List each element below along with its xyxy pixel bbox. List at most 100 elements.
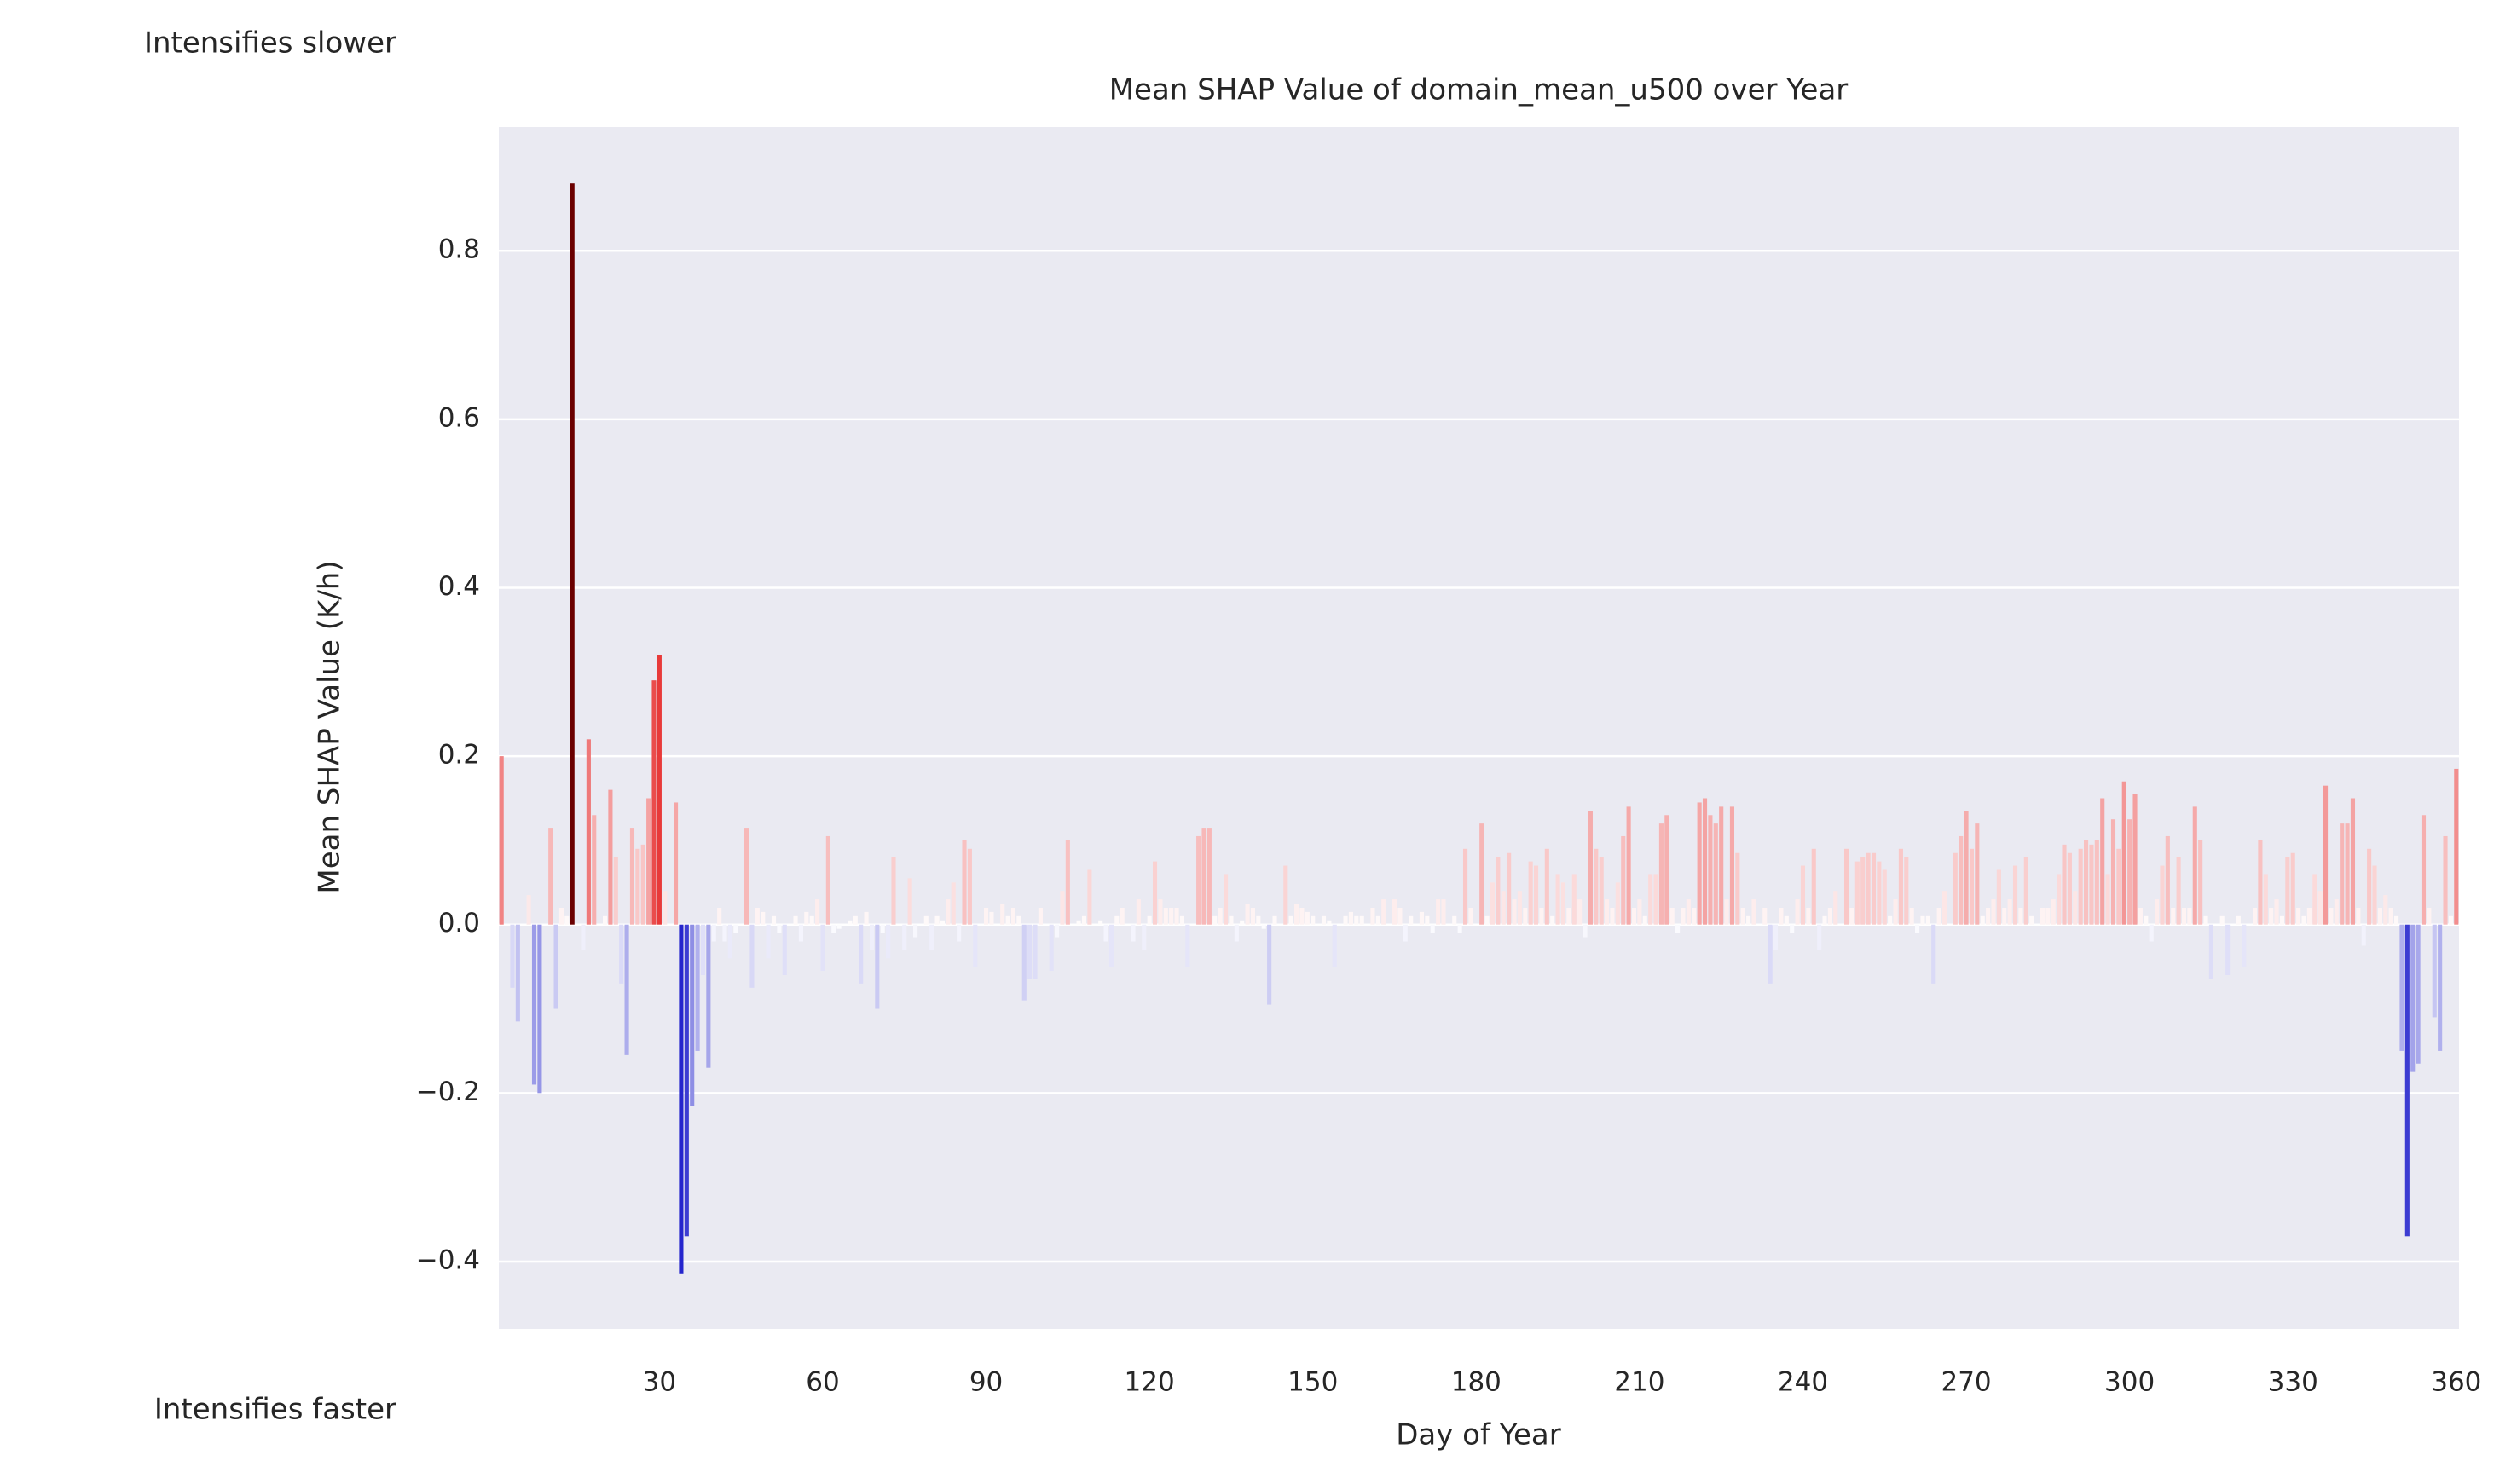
bar	[1941, 891, 1947, 925]
bar	[1016, 915, 1021, 925]
bar	[2045, 907, 2051, 925]
bar	[2377, 907, 2382, 925]
bar	[946, 899, 951, 925]
bar	[586, 739, 591, 925]
bar	[690, 924, 695, 1106]
bar	[2274, 899, 2279, 925]
bar	[1833, 891, 1838, 925]
bar	[880, 924, 885, 933]
bar	[1658, 823, 1664, 925]
bar	[2269, 907, 2274, 925]
bar	[2057, 874, 2062, 925]
bar	[825, 835, 830, 925]
annotation: Intensifies faster	[154, 1393, 396, 1427]
bar	[1327, 920, 1332, 925]
bar	[1027, 924, 1033, 979]
bar	[2340, 823, 2345, 925]
bar	[711, 924, 716, 942]
bar	[1354, 915, 1359, 925]
bar	[2290, 852, 2295, 925]
bar	[2083, 840, 2089, 925]
bar	[1163, 907, 1168, 925]
y-tick-label: 0.0	[438, 908, 480, 938]
bar	[1560, 882, 1566, 925]
bar	[2394, 915, 2399, 925]
bar	[1544, 848, 1549, 925]
bar	[1822, 915, 1827, 925]
bar	[1959, 835, 1964, 925]
bar	[1849, 907, 1854, 925]
bar	[1631, 907, 1637, 925]
bar	[2263, 874, 2268, 925]
x-tick-label: 210	[1614, 1367, 1664, 1398]
bar	[2155, 899, 2160, 925]
bar	[1517, 891, 1522, 925]
bar	[1621, 835, 1626, 925]
bar	[2279, 915, 2285, 925]
bar	[537, 924, 542, 1094]
bar	[717, 907, 722, 925]
bar	[1844, 848, 1849, 925]
bar	[1893, 899, 1898, 925]
bar	[1033, 924, 1038, 979]
bar	[613, 857, 618, 925]
bar	[2312, 874, 2317, 925]
bar	[1555, 874, 1560, 925]
bar	[1523, 907, 1528, 925]
bar	[663, 891, 668, 925]
bar	[1615, 882, 1620, 925]
bar	[1147, 915, 1152, 925]
bar	[1098, 920, 1103, 925]
bar	[1871, 852, 1877, 925]
bar	[1348, 911, 1353, 925]
bar	[1969, 848, 1974, 925]
y-axis-label: Mean SHAP Value (K/h)	[313, 560, 347, 893]
bar	[809, 915, 814, 925]
bar	[1795, 899, 1800, 925]
bar	[934, 915, 940, 925]
bar	[553, 924, 558, 1009]
bar	[864, 911, 869, 925]
bar	[1512, 899, 1517, 925]
bar	[1860, 857, 1866, 925]
x-tick-label: 300	[2104, 1367, 2155, 1398]
bar	[1409, 915, 1414, 925]
bar	[531, 924, 537, 1085]
bar	[570, 183, 575, 925]
bar	[1898, 848, 1903, 925]
bar	[2448, 915, 2453, 925]
y-tick-label: 0.8	[438, 234, 480, 265]
bar	[1566, 907, 1571, 925]
bar	[1719, 806, 1724, 925]
bar	[1430, 924, 1435, 933]
bar	[1877, 861, 1882, 925]
bar	[2454, 768, 2459, 925]
bar	[793, 915, 798, 925]
bar	[2296, 907, 2301, 925]
bar	[2144, 915, 2149, 925]
bar	[2116, 848, 2121, 925]
bar	[1588, 811, 1593, 925]
bar	[973, 924, 978, 967]
x-axis-label: Day of Year	[1396, 1418, 1561, 1452]
bar	[1762, 907, 1768, 925]
bar	[1599, 857, 1604, 925]
bar	[2399, 924, 2404, 1051]
bar	[1174, 907, 1179, 925]
bar	[2329, 907, 2334, 925]
bar	[1131, 924, 1136, 942]
bar	[2361, 924, 2366, 946]
bar	[1746, 915, 1751, 925]
x-tick-label: 180	[1451, 1367, 1502, 1398]
bar	[2105, 874, 2110, 925]
bar	[2051, 899, 2056, 925]
y-tick-label: 0.2	[438, 740, 480, 771]
bar	[777, 924, 782, 933]
bar	[2160, 865, 2165, 925]
bar	[2132, 794, 2138, 925]
bar	[766, 924, 771, 959]
bar	[1223, 874, 1229, 925]
bar	[1669, 907, 1675, 925]
bar	[733, 924, 738, 933]
bar	[1049, 924, 1054, 972]
